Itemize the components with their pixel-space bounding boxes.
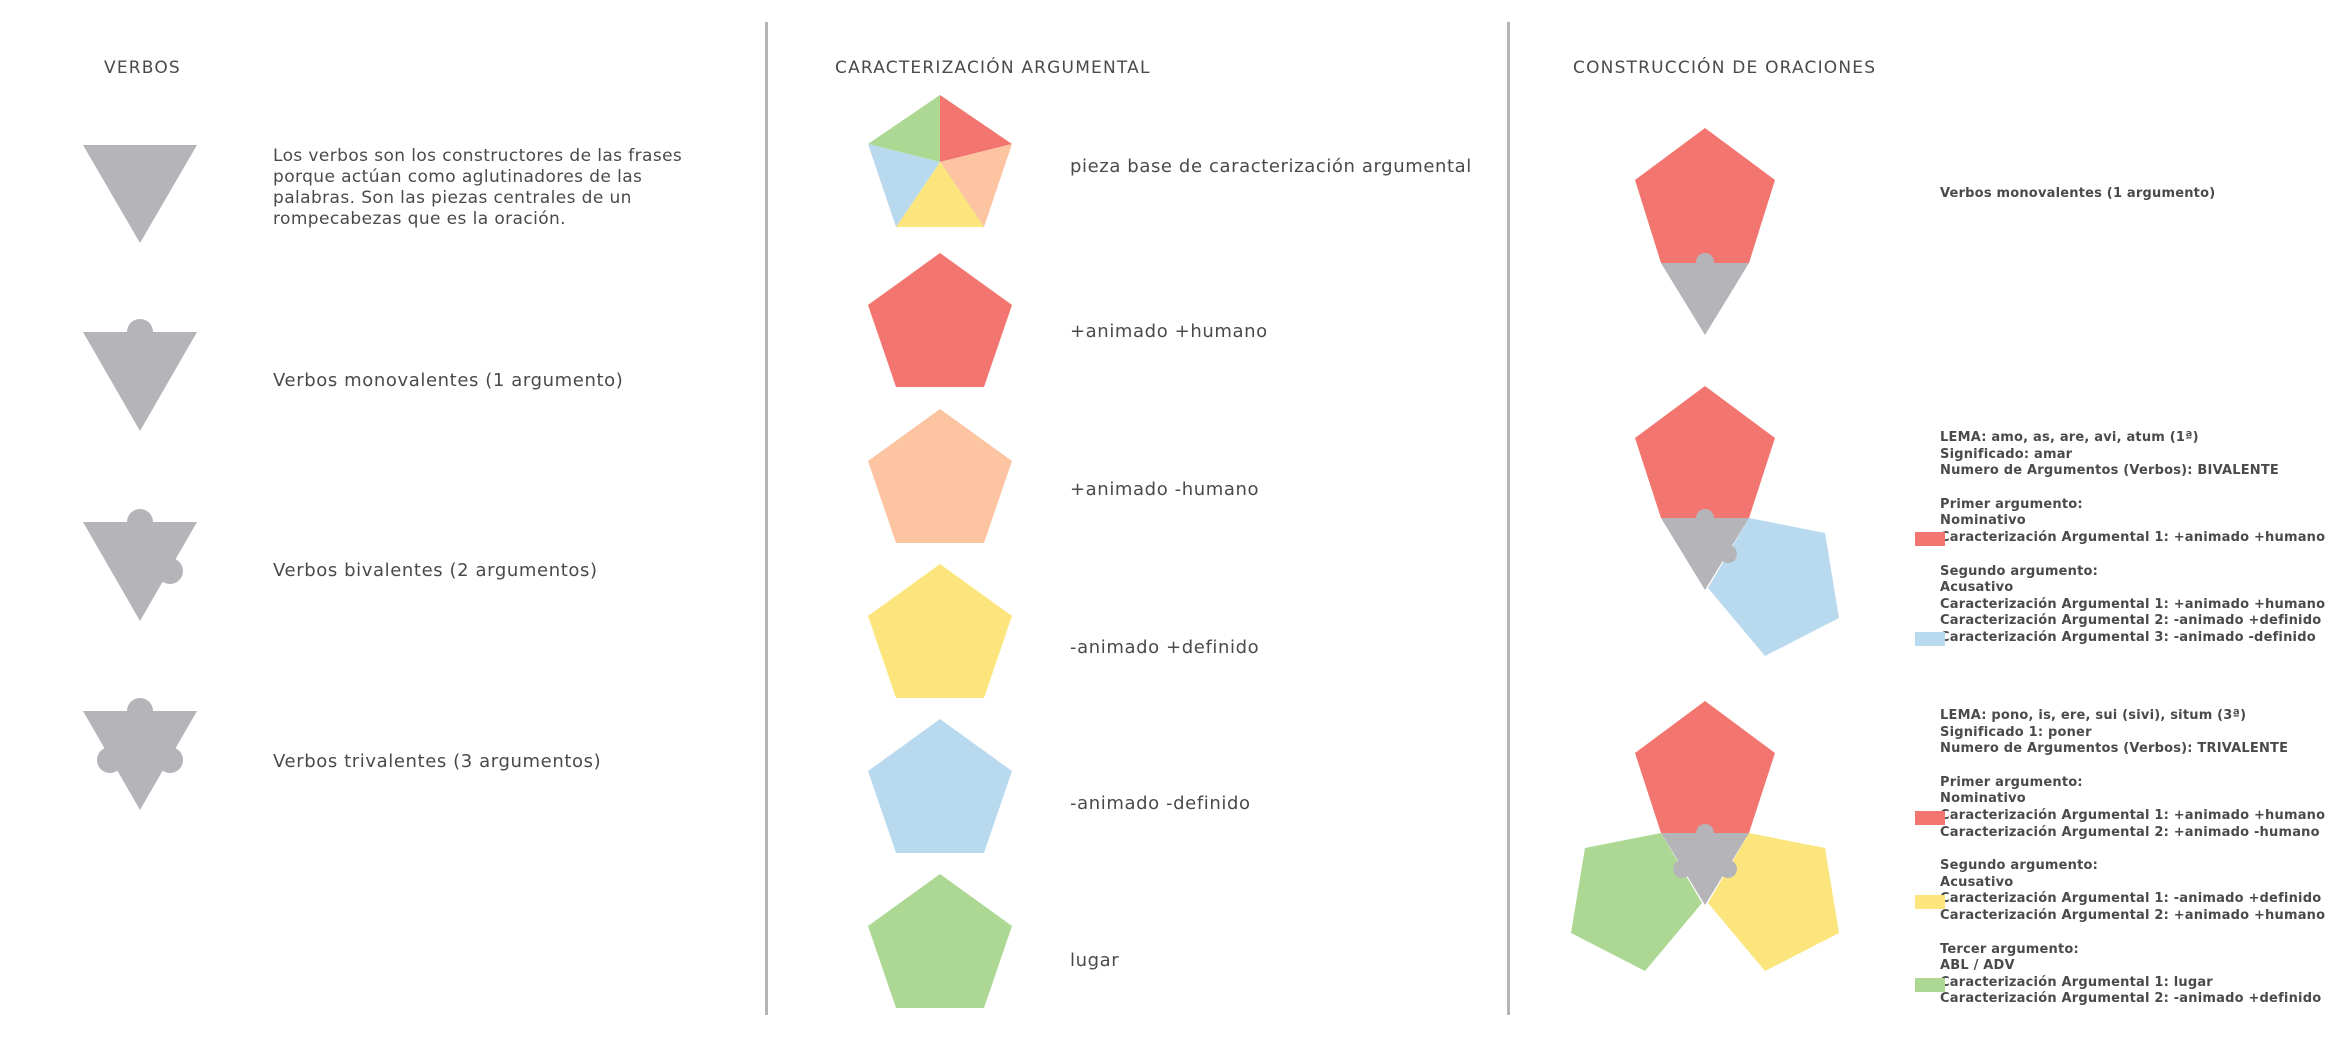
trivalent-info-block: LEMA: pono, is, ere, sui (sivi), situm (… <box>1940 708 2325 1008</box>
bivalent-verb-icon <box>83 509 197 621</box>
argument-case: Nominativo <box>1940 791 2026 807</box>
color-swatch-no-animado-no-definido <box>1915 632 1945 646</box>
numero-argumentos-text: Numero de Argumentos (Verbos): BIVALENTE <box>1940 463 2280 479</box>
color-swatch-lugar <box>1915 978 1945 992</box>
column-divider-right <box>1507 22 1510 1015</box>
verbos-title: VERBOS <box>104 58 181 78</box>
argument-case: Acusativo <box>1940 580 2014 596</box>
argument-line: Caracterización Argumental 2: -animado +… <box>1940 613 2322 629</box>
verbos-item-label: Verbos bivalentes (2 argumentos) <box>273 560 598 581</box>
pentagon-no-animado-definido-icon <box>868 564 1012 698</box>
bivalent-sentence-diagram <box>1635 386 1839 656</box>
pentagon-no-animado-no-definido-icon <box>868 719 1012 853</box>
caracterizacion-item-label: -animado +definido <box>1070 637 1260 658</box>
argument-line: Caracterización Argumental 2: +animado -… <box>1940 824 2320 840</box>
argument-header: Segundo argumento: <box>1940 563 2099 579</box>
argument-header: Segundo argumento: <box>1940 858 2099 874</box>
caracterizacion-item-label: lugar <box>1070 950 1120 971</box>
bivalent-info-block: LEMA: amo, as, are, avi, atum (1ª) Signi… <box>1940 430 2325 647</box>
color-swatch-animado-humano <box>1915 811 1945 825</box>
argument-case: Acusativo <box>1940 874 2014 890</box>
pentagon-lugar-icon <box>868 874 1012 1008</box>
trivalent-verb-icon <box>83 698 197 810</box>
argument-line: Caracterización Argumental 1: -animado +… <box>1940 891 2322 907</box>
monovalent-verb-icon <box>83 319 197 431</box>
pentagon-animado-no-humano-icon <box>868 409 1012 543</box>
argument-line: Caracterización Argumental 1: +animado +… <box>1940 596 2326 612</box>
construccion-title: CONSTRUCCIÓN DE ORACIONES <box>1573 58 1877 78</box>
lema-text: LEMA: pono, is, ere, sui (sivi), situm (… <box>1940 708 2247 723</box>
caracterizacion-item-label: +animado -humano <box>1070 479 1260 500</box>
argument-line: Caracterización Argumental 1: +animado +… <box>1940 529 2326 545</box>
caracterizacion-title: CARACTERIZACIÓN ARGUMENTAL <box>835 58 1151 78</box>
argument-line: Caracterización Argumental 3: -animado -… <box>1940 629 2316 645</box>
monovalent-sentence-diagram <box>1635 128 1775 335</box>
color-swatch-no-animado-definido <box>1915 895 1945 909</box>
significado-text: Significado: amar <box>1940 446 2073 462</box>
lema-text: LEMA: amo, as, are, avi, atum (1ª) <box>1940 430 2199 445</box>
argument-line: Caracterización Argumental 1: +animado +… <box>1940 807 2326 823</box>
base-verb-triangle-icon <box>83 145 197 243</box>
argument-line: Caracterización Argumental 2: -animado +… <box>1940 991 2322 1007</box>
argument-case: ABL / ADV <box>1940 958 2015 974</box>
column-divider-left <box>765 22 768 1015</box>
verbos-intro-text: Los verbos son los constructores de las … <box>273 146 683 229</box>
argument-line: Caracterización Argumental 2: +animado +… <box>1940 907 2326 923</box>
caracterizacion-item-label: +animado +humano <box>1070 321 1268 342</box>
color-swatch-animado-humano <box>1915 532 1945 546</box>
monovalent-caption: Verbos monovalentes (1 argumento) <box>1940 186 2216 201</box>
argument-case: Nominativo <box>1940 513 2026 529</box>
pentagon-animado-humano-icon <box>868 253 1012 387</box>
verbos-item-label: Verbos trivalentes (3 argumentos) <box>273 751 602 772</box>
argument-header: Primer argumento: <box>1940 496 2083 512</box>
caracterizacion-item-label: pieza base de caracterización argumental <box>1070 156 1472 177</box>
trivalent-sentence-diagram <box>1571 701 1839 971</box>
verbos-item-label: Verbos monovalentes (1 argumento) <box>273 370 624 391</box>
argument-line: Caracterización Argumental 1: lugar <box>1940 974 2213 990</box>
caracterizacion-item-label: -animado -definido <box>1070 793 1251 814</box>
significado-text: Significado 1: poner <box>1940 724 2092 740</box>
numero-argumentos-text: Numero de Argumentos (Verbos): TRIVALENT… <box>1940 741 2289 757</box>
argument-header: Primer argumento: <box>1940 774 2083 790</box>
multicolor-pentagon-icon <box>868 95 1012 227</box>
argument-header: Tercer argumento: <box>1940 941 2079 957</box>
